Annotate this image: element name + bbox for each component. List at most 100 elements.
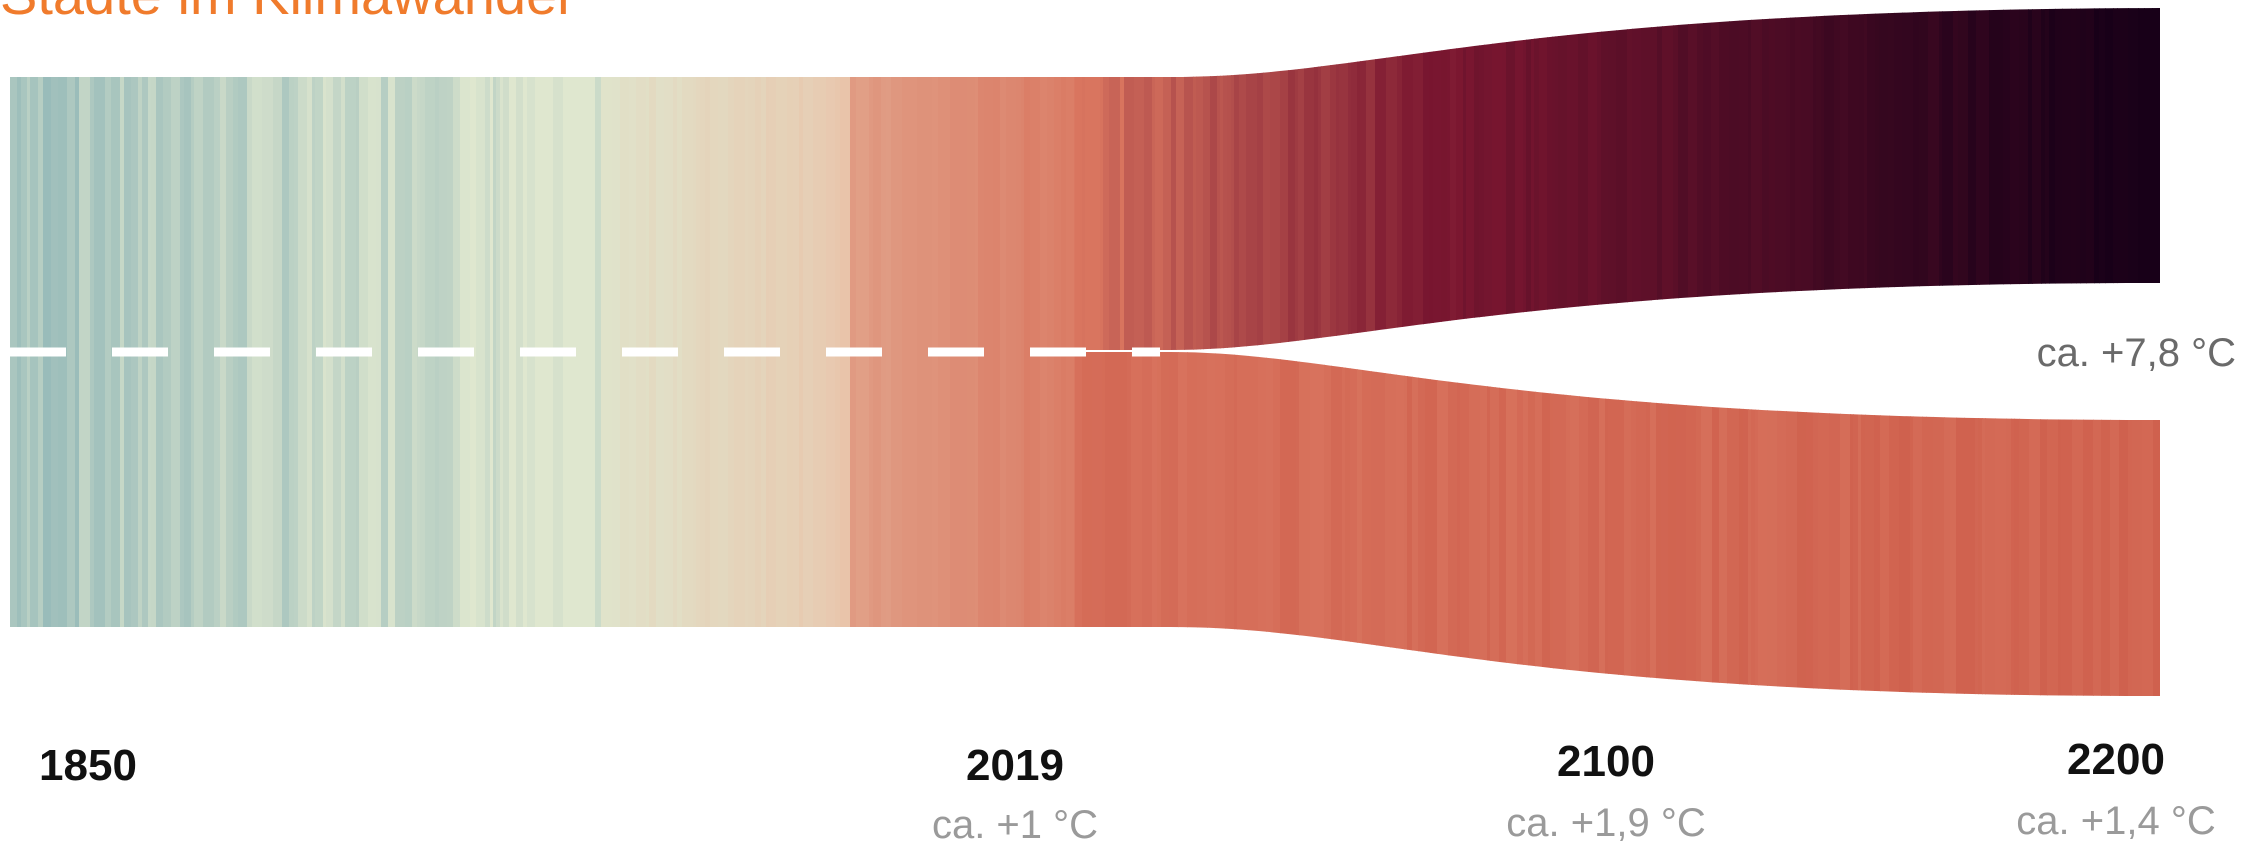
high-stripe <box>2076 8 2081 350</box>
low-stripe <box>1197 352 1208 696</box>
low-stripe <box>1142 352 1153 696</box>
high-stripe <box>1729 8 1740 350</box>
low-stripe <box>1362 352 1372 696</box>
high-stripe <box>1813 8 1817 350</box>
historical-stripe <box>388 77 396 627</box>
high-stripe <box>1155 8 1164 350</box>
low-stripe <box>1331 352 1343 696</box>
high-stripe <box>1719 8 1730 350</box>
low-stripe <box>1131 352 1135 696</box>
high-stripe <box>2105 8 2114 350</box>
historical-stripe <box>787 77 794 627</box>
high-stripe <box>1402 8 1414 350</box>
high-stripe <box>1608 8 1617 350</box>
low-stripe <box>1553 352 1564 696</box>
historical-stripe <box>395 77 406 627</box>
high-stripe <box>2010 8 2020 350</box>
historical-stripe <box>718 77 729 627</box>
low-stripe <box>2029 352 2041 696</box>
high-stripe <box>2128 8 2139 350</box>
low-stripe <box>1978 352 1983 696</box>
high-stripe <box>1456 8 1464 350</box>
historical-stripe <box>289 77 295 627</box>
historical-stripe <box>677 77 683 627</box>
low-stripe <box>1748 352 1752 696</box>
high-stripe <box>1651 8 1658 350</box>
low-stripe <box>1118 352 1128 696</box>
high-stripe <box>1375 8 1387 350</box>
high-stripe <box>2113 8 2118 350</box>
high-stripe <box>1939 8 1943 350</box>
historical-stripe <box>368 77 377 627</box>
high-stripe <box>1588 8 1598 350</box>
low-stripe <box>1425 352 1431 696</box>
low-stripe <box>1376 352 1386 696</box>
low-stripe <box>1342 352 1346 696</box>
tick-year-2200: 2200 <box>2067 735 2165 784</box>
low-stripe <box>1650 352 1657 696</box>
high-stripe <box>1075 8 1083 350</box>
low-stripe <box>1727 352 1731 696</box>
high-stripe <box>2049 8 2056 350</box>
high-stripe <box>1848 8 1860 350</box>
chart-title: Städte im Klimawandel <box>0 0 570 26</box>
high-stripe <box>1134 8 1145 350</box>
high-stripe <box>1958 8 1969 350</box>
low-stripe <box>1755 352 1759 696</box>
low-stripe <box>1075 352 1083 696</box>
high-stripe <box>2071 8 2077 350</box>
high-stripe <box>1558 8 1568 350</box>
high-stripe <box>1821 8 1825 350</box>
high-stripe <box>1627 8 1633 350</box>
low-stripe <box>1495 352 1500 696</box>
high-stripe <box>1321 8 1331 350</box>
low-stripe <box>1926 352 1934 696</box>
low-stripe <box>1357 352 1363 696</box>
historical-stripe <box>203 77 215 627</box>
low-stripe <box>1082 352 1093 696</box>
high-stripe <box>1348 8 1352 350</box>
low-stripe <box>1696 352 1702 696</box>
high-stripe <box>1357 8 1361 350</box>
high-stripe <box>1547 8 1553 350</box>
high-stripe <box>1314 8 1319 350</box>
tick-temp-2019: ca. +1 °C <box>932 803 1098 842</box>
high-stripe <box>1124 8 1135 350</box>
low-stripe <box>1460 352 1470 696</box>
historical-stripe <box>381 77 386 627</box>
low-stripe <box>1350 352 1358 696</box>
low-stripe <box>2110 352 2120 696</box>
high-stripe <box>1816 8 1822 350</box>
high-stripe <box>1231 8 1235 350</box>
low-stripe <box>1396 352 1405 696</box>
high-stripe <box>2117 8 2129 350</box>
historical-stripe <box>385 77 389 627</box>
low-stripe <box>1995 352 2007 696</box>
low-stripe <box>1127 352 1132 696</box>
low-stripe <box>1797 352 1807 696</box>
high-stripe <box>1632 8 1642 350</box>
high-stripe <box>1867 8 1876 350</box>
high-stripe <box>1526 8 1532 350</box>
historical-stripe <box>1006 77 1017 627</box>
low-stripe <box>1157 352 1162 696</box>
high-stripe <box>1875 8 1880 350</box>
low-stripe <box>1273 352 1281 696</box>
historical-stripe <box>496 77 501 627</box>
low-stripe <box>2072 352 2077 696</box>
high-stripe <box>1280 8 1289 350</box>
low-stripe <box>1806 352 1814 696</box>
high-stripe <box>1597 8 1602 350</box>
historical-stripe <box>79 77 91 627</box>
low-stripe <box>1605 352 1609 696</box>
high-stripe <box>1492 8 1503 350</box>
historical-stripe <box>682 77 694 627</box>
high-stripe <box>2003 8 2011 350</box>
end-high-label: ca. +7,8 °C <box>2037 331 2236 375</box>
high-stripe <box>1976 8 1980 350</box>
high-stripe <box>1203 8 1211 350</box>
low-stripe <box>1490 352 1496 696</box>
low-stripe <box>1676 352 1687 696</box>
high-stripe <box>1748 8 1752 350</box>
high-stripe <box>1523 8 1527 350</box>
